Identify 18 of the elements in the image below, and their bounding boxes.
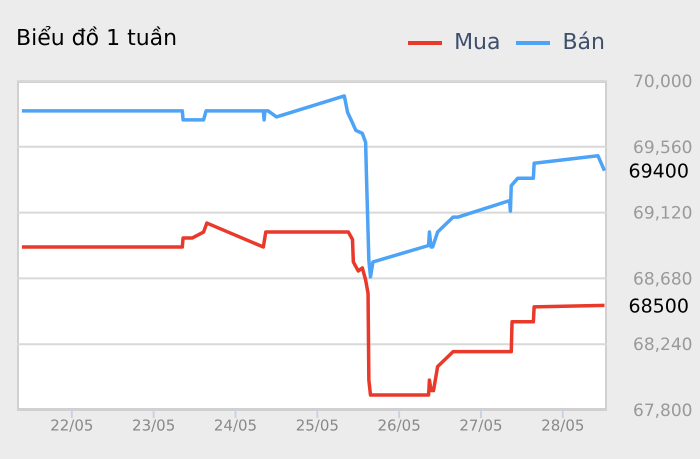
y-tick-label: 68,240	[633, 335, 692, 356]
legend-label: Mua	[454, 30, 500, 55]
x-tick-label: 23/05	[132, 416, 176, 435]
legend-label: Bán	[562, 30, 605, 55]
y-tick-label: 67,800	[633, 401, 692, 422]
chart-title: Biểu đồ 1 tuần	[16, 26, 178, 51]
y-tick-label: 68,680	[633, 269, 692, 290]
data-label: 69400	[628, 160, 689, 183]
y-tick-label: 70,000	[633, 72, 692, 92]
y-tick-label: 69,560	[633, 138, 692, 158]
y-tick-label: 69,120	[633, 204, 692, 224]
x-tick-label: 25/05	[296, 416, 339, 435]
x-tick-label: 27/05	[459, 416, 503, 435]
data-label: 68500	[628, 295, 689, 318]
x-tick-label: 26/05	[378, 416, 421, 435]
x-tick-label: 22/05	[50, 416, 94, 435]
x-tick-label: 28/05	[541, 416, 584, 435]
x-tick-label: 24/05	[214, 416, 258, 435]
